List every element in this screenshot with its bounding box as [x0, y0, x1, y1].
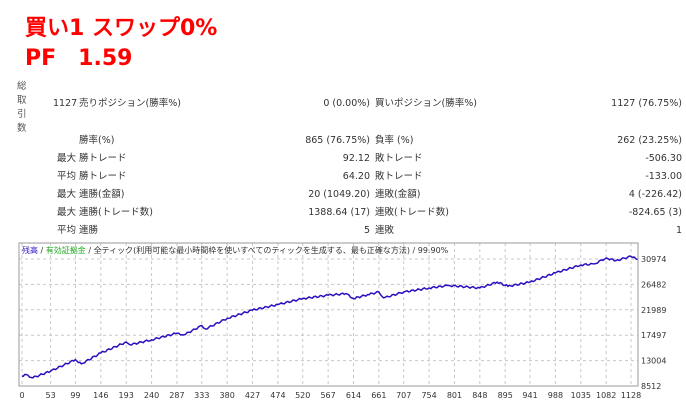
stat-right-value: -506.30 [645, 153, 682, 164]
legend-balance: 残高 [22, 246, 38, 255]
chart-legend: 残高 / 有効証拠金 / 全ティック(利用可能な最小時間枠を使いすべてのティック… [22, 245, 448, 256]
sell-value: 0 (0.00%) [323, 98, 370, 109]
stat-left-value: 1388.64 (17) [308, 207, 370, 218]
legend-sep: / [38, 246, 46, 255]
x-tick-label: 0 [19, 391, 24, 400]
y-tick-label: 13004 [641, 357, 666, 366]
x-tick-label: 146 [93, 391, 108, 400]
stat-right-label: 敗トレード [375, 153, 423, 164]
x-tick-label: 661 [371, 391, 386, 400]
stat-left-label: 勝トレード [79, 153, 127, 164]
stat-left-label: 連勝(トレード数) [79, 207, 153, 218]
stat-left-value: 64.20 [342, 171, 370, 182]
legend-equity: 有効証拠金 [45, 246, 86, 255]
x-tick-label: 895 [498, 391, 513, 400]
title-line-2: PF 1.59 [25, 46, 133, 71]
stat-right-label: 敗トレード [375, 171, 423, 182]
stat-prefix: 最大 [57, 153, 77, 164]
y-tick-label: 8512 [641, 382, 661, 391]
x-tick-label: 99 [70, 391, 80, 400]
y-tick-label: 17497 [641, 331, 666, 340]
x-tick-label: 1082 [596, 391, 616, 400]
x-tick-label: 520 [295, 391, 310, 400]
stat-right-value: 4 (-226.42) [628, 189, 682, 200]
title-line-1: 買い1 スワップ0% [25, 16, 218, 41]
stat-left-label: 連勝 [79, 225, 99, 236]
stat-right-label: 連敗 [375, 225, 395, 236]
stat-left-value: 5 [363, 225, 370, 236]
stat-left-label: 勝率(%) [79, 135, 115, 146]
x-tick-label: 941 [522, 391, 537, 400]
x-tick-label: 427 [245, 391, 260, 400]
legend-sep: / [85, 246, 94, 255]
stat-prefix: 最大 [57, 189, 77, 200]
legend-model: 全ティック(利用可能な最小時間枠を使いすべてのティックを生成する、最も正確な方法… [93, 246, 410, 255]
x-tick-label: 287 [169, 391, 184, 400]
stat-right-label: 連敗(トレード数) [375, 207, 449, 218]
stat-left-value: 92.12 [342, 153, 370, 164]
x-tick-label: 848 [472, 391, 487, 400]
stat-right-label: 連敗(金額) [375, 189, 421, 200]
stat-left-value: 865 (76.75%) [305, 135, 370, 146]
total-trades-label: 総取引数 [17, 81, 27, 134]
x-tick-label: 567 [320, 391, 335, 400]
legend-quality: 99.90% [417, 246, 449, 255]
x-tick-label: 614 [346, 391, 361, 400]
x-tick-label: 707 [396, 391, 411, 400]
x-tick-label: 193 [119, 391, 134, 400]
stat-prefix: 最大 [57, 207, 77, 218]
legend-sep: / [409, 246, 418, 255]
stat-left-value: 20 (1049.20) [308, 189, 370, 200]
x-tick-label: 474 [270, 391, 285, 400]
stat-right-value: -133.00 [645, 171, 682, 182]
x-tick-label: 988 [548, 391, 563, 400]
y-tick-label: 26482 [641, 280, 666, 289]
y-tick-label: 21989 [641, 306, 666, 315]
stat-right-value: -824.65 (3) [628, 207, 682, 218]
balance-line [21, 255, 638, 379]
stat-left-label: 勝トレード [79, 171, 127, 182]
buy-value: 1127 (76.75%) [611, 98, 682, 109]
stat-right-value: 262 (23.25%) [617, 135, 682, 146]
x-tick-label: 380 [220, 391, 235, 400]
x-tick-label: 53 [46, 391, 56, 400]
x-tick-label: 754 [421, 391, 436, 400]
x-tick-label: 333 [194, 391, 209, 400]
x-tick-label: 1035 [571, 391, 591, 400]
stat-prefix: 平均 [57, 171, 77, 182]
x-tick-label: 240 [144, 391, 159, 400]
y-tick-label: 30974 [641, 255, 666, 264]
x-tick-label: 801 [447, 391, 462, 400]
stat-right-label: 負率 (%) [375, 135, 414, 146]
total-trades-value: 1127 [53, 98, 78, 109]
buy-label: 買いポジション(勝率%) [375, 98, 477, 109]
stat-right-value: 1 [675, 225, 682, 236]
stat-prefix: 平均 [57, 225, 77, 236]
plot-frame [18, 242, 639, 387]
stat-left-label: 連勝(金額) [79, 189, 125, 200]
x-tick-label: 1128 [621, 391, 641, 400]
sell-label: 売りポジション(勝率%) [79, 98, 181, 109]
